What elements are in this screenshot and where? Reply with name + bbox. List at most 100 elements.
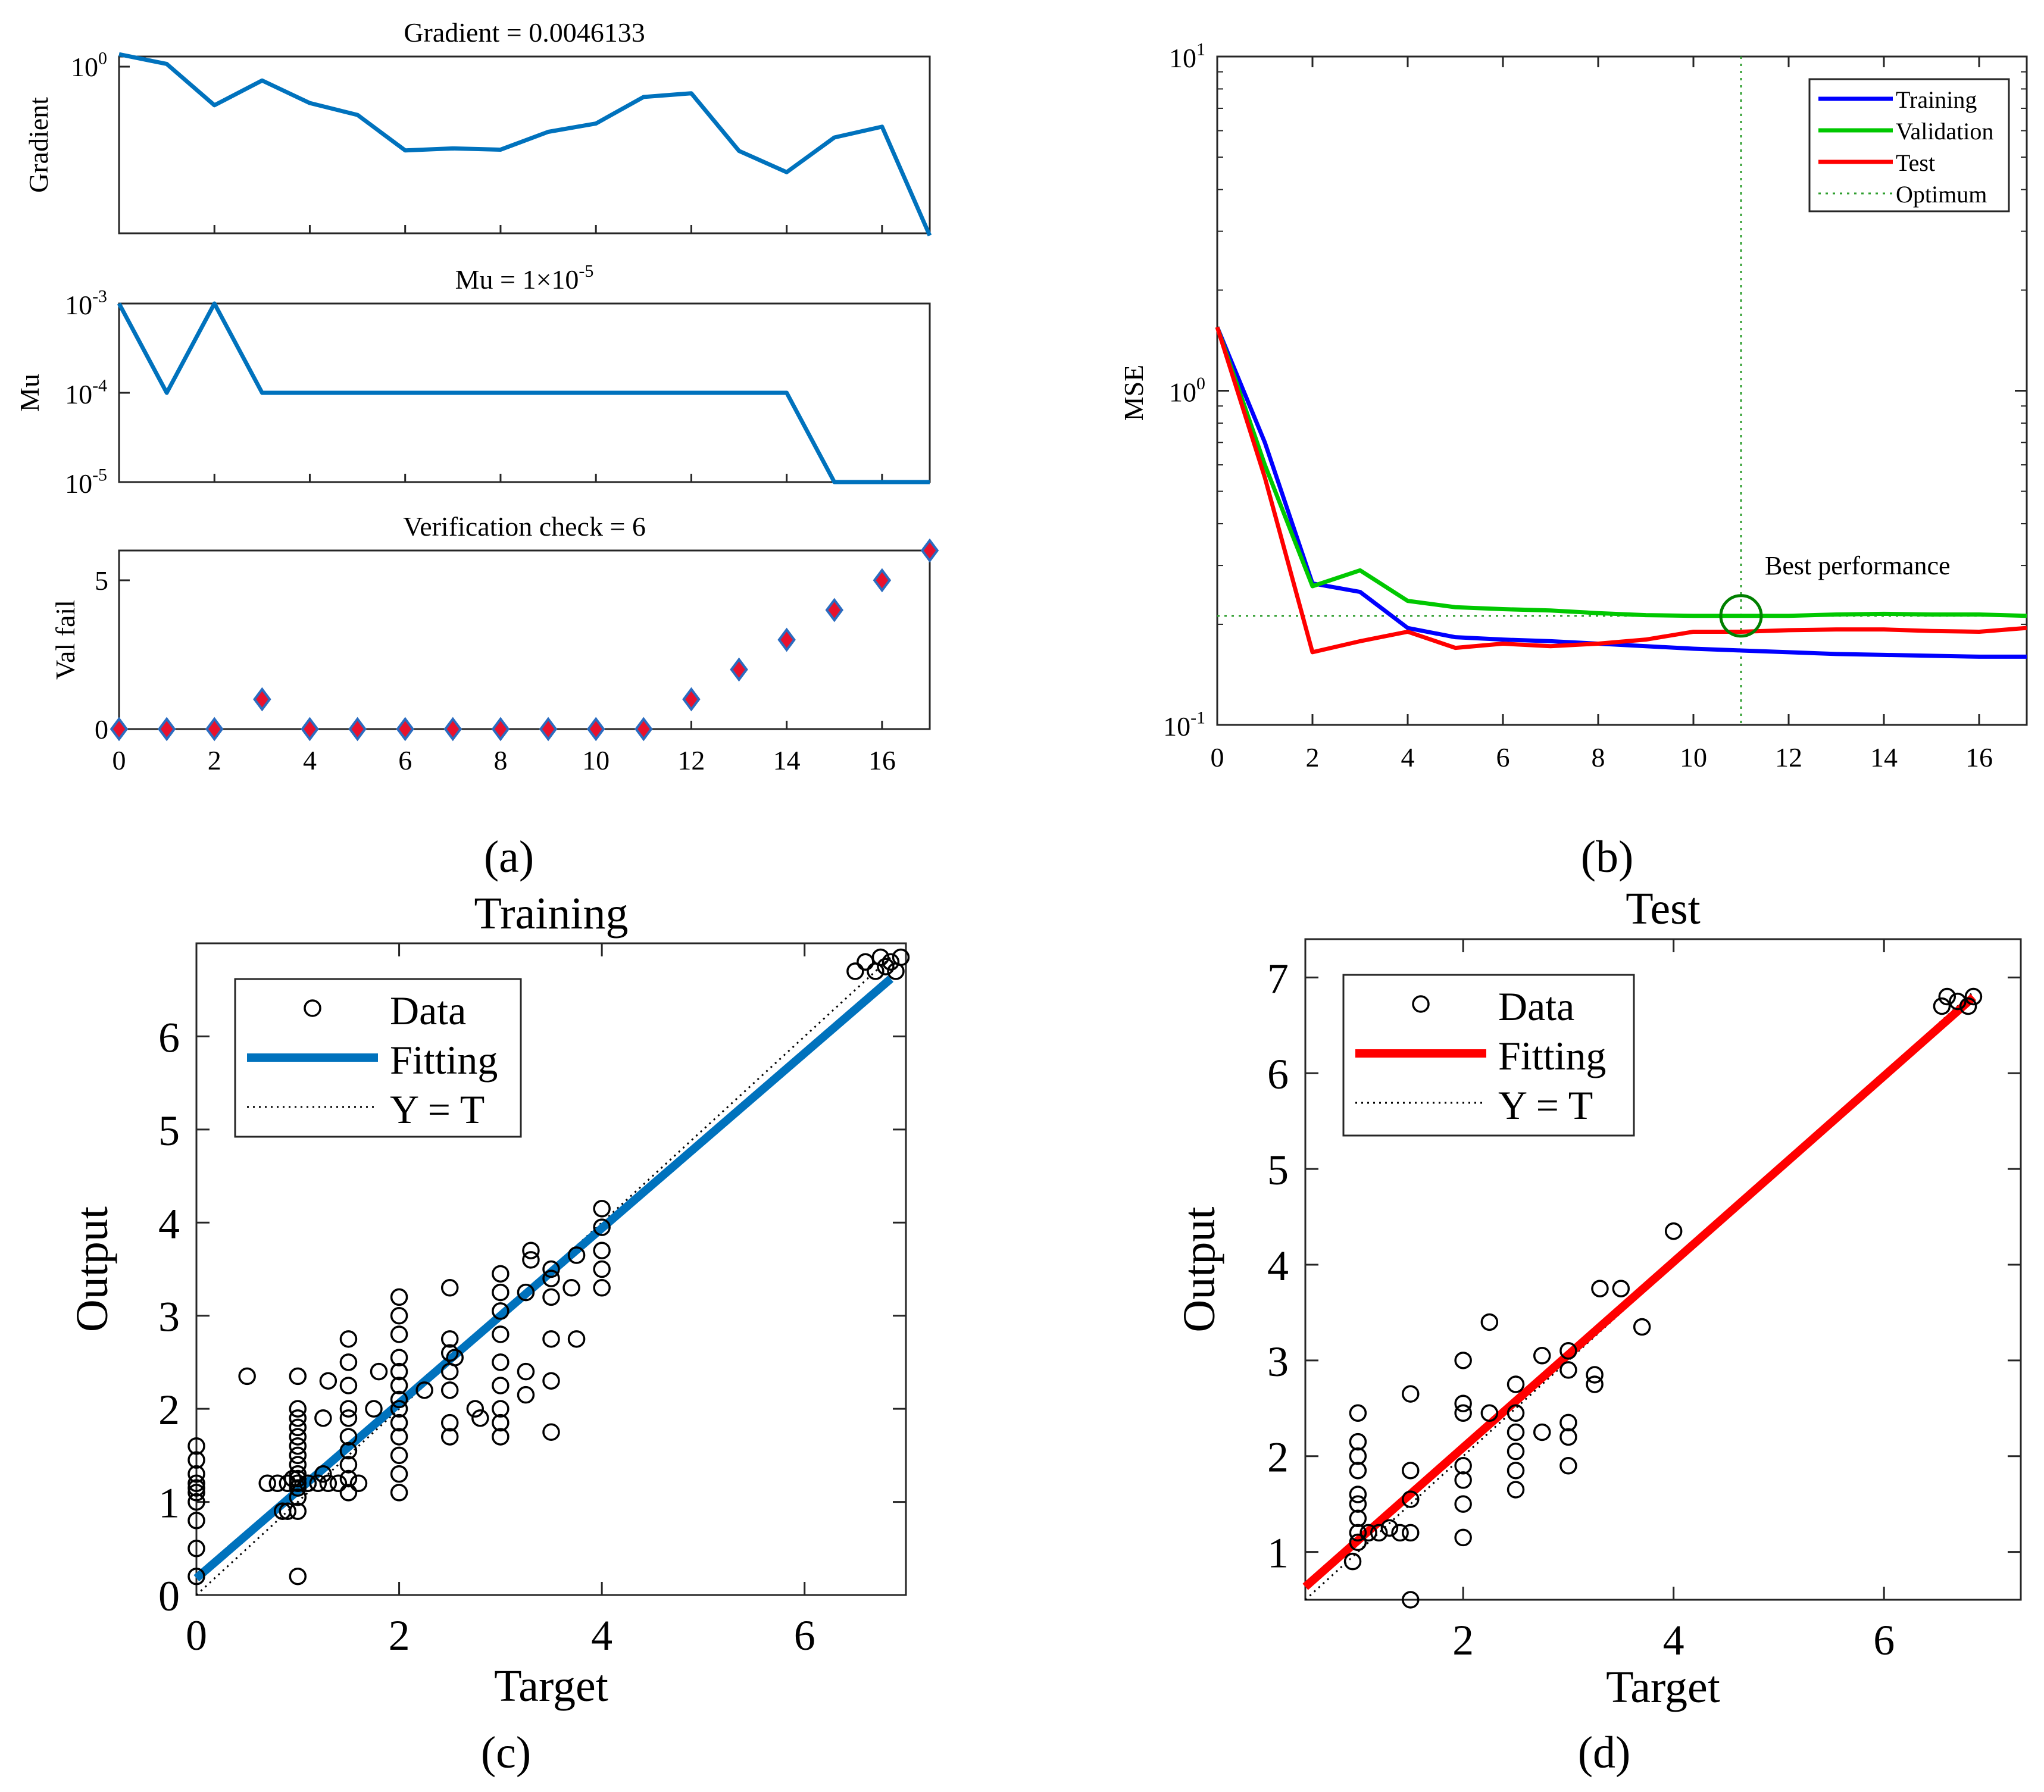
d-ytick-label: 2 [1267,1434,1289,1481]
val-fail-marker [396,717,414,742]
d-data-point [1507,1375,1525,1393]
c-data-point [289,1400,307,1418]
c-data-point [882,953,900,971]
d-data-point [1359,1524,1377,1542]
c-data-point [492,1400,510,1418]
c-ytick-label: 0 [158,1572,180,1620]
d-data-point [1343,1552,1362,1571]
mu-series-line [117,301,930,484]
a1-ytick-label: 100 [71,48,107,82]
c-data-point [857,953,874,971]
c-data-point [440,1344,459,1362]
a2-ytick-label: 10-3 [65,286,107,320]
b-legend-box [1808,78,2010,212]
d-data-point [1964,987,1983,1006]
c-data-point [349,1474,368,1493]
c-xlabel: Target [494,1661,608,1711]
c-data-point [471,1409,489,1427]
best-performance-circle [1719,594,1763,638]
c-data-point [187,1465,205,1483]
b-xtick-label: 0 [1211,742,1224,773]
c-data-point [390,1377,408,1394]
b-ytick-label-exp: 0 [1196,374,1205,393]
c-data-point [492,1302,510,1320]
a1-ylabel: Gradient [23,97,54,193]
c-data-point [339,1330,358,1348]
c-data-point [522,1241,540,1259]
c-data-point [279,1502,297,1520]
a1-ytick-label-exp: 0 [98,48,107,68]
c-data-point [492,1413,510,1432]
d-data-point [1559,1361,1577,1379]
c-title: Training [474,889,628,939]
c-data-point [289,1446,307,1465]
d-xtick-label: 4 [1663,1616,1684,1664]
a3-ylabel: Val fail [50,600,80,680]
d-data-point [1349,1509,1367,1528]
d-data-point [1349,1404,1367,1422]
c-ylabel: Output [67,1206,117,1332]
c-data-point [339,1377,358,1394]
d-data-point [1559,1341,1577,1360]
b-legend-label: Training [1896,86,1977,113]
c-data-point [187,1512,205,1530]
a3-xtick-label: 16 [868,745,896,775]
c-data-point [517,1386,535,1404]
c-data-point [370,1362,388,1381]
c-data-point [187,1484,205,1502]
a2-ytick-label-base: 10 [65,379,92,409]
a2-ylabel: Mu [14,374,45,412]
d-data-point [1370,1524,1388,1542]
c-ytick-label: 6 [158,1014,180,1061]
b-ytick-label-exp: -1 [1190,708,1205,727]
d-data-point [1933,997,1951,1015]
a3-ytick-label: 5 [95,565,108,596]
d-data-point [1959,997,1977,1015]
c-data-point [440,1330,459,1348]
c-data-point [522,1251,540,1269]
b-ytick-label: 100 [1169,374,1205,408]
d-data-point [1454,1471,1472,1489]
d-data-point [1586,1375,1604,1393]
c-xtick-label: 0 [186,1612,207,1659]
c-data-point [440,1381,459,1399]
d-data-point [1454,1528,1472,1547]
panel-label-a: (a) [484,832,534,882]
a2-title-exp: -5 [579,261,593,281]
c-data-point [440,1279,459,1297]
panel-label-d: (d) [1578,1728,1631,1778]
b-xtick-label: 14 [1870,742,1898,773]
d-data-point [1533,1423,1551,1441]
d-ytick-label: 6 [1267,1050,1289,1098]
b-xtick-label: 6 [1496,742,1510,773]
c-data-point [877,958,895,975]
d-data-point [1559,1457,1577,1475]
val-fail-marker [205,717,224,742]
d-data-point [1402,1462,1420,1480]
a3-title: Verification check = 6 [403,511,646,542]
val-fail-marker [301,717,319,742]
c-data-point [492,1265,510,1283]
c-data-point [593,1279,611,1297]
c-data-point [440,1428,459,1446]
c-data-point [319,1372,337,1390]
a2-ytick-label-exp: -3 [92,286,107,306]
d-data-point [1349,1433,1367,1451]
b-ytick-label-base: 10 [1169,377,1196,408]
c-data-point [415,1381,433,1399]
a3-xtick-label: 14 [773,745,801,775]
d-xtick-label: 2 [1452,1616,1474,1664]
b-xtick-label: 10 [1680,742,1707,773]
d-data-point [1664,1222,1683,1240]
d-xtick-label: 6 [1873,1616,1895,1664]
b-ytick-label-base: 10 [1163,711,1190,742]
c-ytick-label: 3 [158,1293,180,1341]
d-data-point [1559,1413,1577,1432]
c-data-point [339,1456,358,1474]
a3-xtick-label: 6 [398,745,412,775]
gradient-series-line [118,52,932,237]
c-data-point [187,1493,205,1511]
c-data-point [187,1437,205,1455]
a3-xtick-label: 12 [677,745,705,775]
c-data-point [542,1330,560,1348]
